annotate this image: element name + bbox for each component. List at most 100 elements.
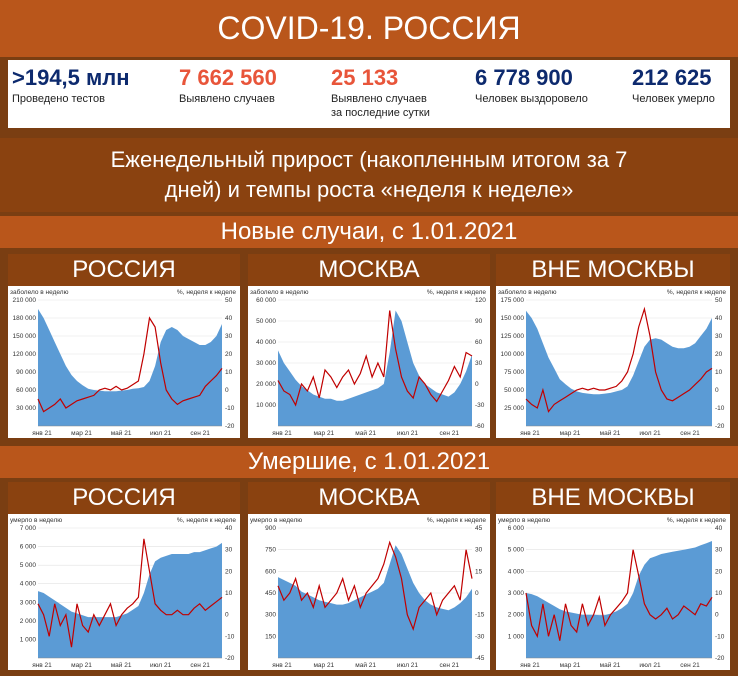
x-tick-label: июл 21 xyxy=(397,662,419,669)
y-tick-right: 0 xyxy=(475,381,479,388)
y-tick-right: 10 xyxy=(715,590,723,597)
region-label-moscow-deaths: МОСКВА xyxy=(248,482,490,514)
y-tick-right: 20 xyxy=(715,568,723,575)
stat-deaths-label: Человек умерло xyxy=(632,93,715,105)
y-tick-right: 30 xyxy=(715,333,723,340)
y-tick-left: 25 000 xyxy=(504,405,524,412)
x-tick-label: янв 21 xyxy=(520,430,540,437)
stat-daily-cases-label2: за последние сутки xyxy=(331,107,430,119)
y-tick-left: 450 xyxy=(265,590,276,597)
y-tick-right: 30 xyxy=(225,333,233,340)
y-axis-label-left: умерло в неделю xyxy=(10,517,62,524)
region-label-moscow-cases: МОСКВА xyxy=(248,254,490,286)
x-tick-label: июл 21 xyxy=(639,430,661,437)
chart-cases-moscow-svg: заболело в неделю %, неделя к неделе 10 00… xyxy=(250,288,486,437)
x-tick-label: май 21 xyxy=(600,661,621,669)
y-tick-right: 0 xyxy=(715,612,719,619)
y-tick-right: -20 xyxy=(225,655,235,662)
y-axis-label-right: %, неделя к неделе xyxy=(177,517,236,524)
y-axis-label-right: %, неделя к неделе xyxy=(427,517,486,524)
y-tick-left: 2 000 xyxy=(20,618,37,625)
chart-deaths-outside-svg: умерло в неделю %, неделя к неделе 1 000 2 … xyxy=(498,517,726,669)
y-tick-right: 10 xyxy=(225,590,233,597)
stat-daily-cases-label: Выявлено случаев xyxy=(331,93,427,105)
y-tick-left: 5 000 xyxy=(20,562,37,569)
y-tick-right: 0 xyxy=(475,590,479,597)
y-tick-right: 20 xyxy=(225,568,233,575)
y-tick-left: 150 000 xyxy=(501,315,525,322)
x-tick-label: сен 21 xyxy=(190,662,210,669)
x-tick-label: сен 21 xyxy=(440,662,460,669)
chart-cases-russia: заболело в неделю %, неделя к неделе 30 00… xyxy=(8,286,240,438)
stat-daily-cases: 25 133 Выявлено случаев за последние сут… xyxy=(331,64,430,120)
x-tick-label: янв 21 xyxy=(32,662,52,669)
x-tick-label: май 21 xyxy=(111,661,132,669)
x-tick-label: июл 21 xyxy=(150,430,172,437)
y-tick-right: 0 xyxy=(225,612,229,619)
y-tick-right: -20 xyxy=(225,423,235,430)
series-line-growth xyxy=(37,316,223,413)
y-tick-right: 40 xyxy=(715,525,723,532)
series-area-weekly xyxy=(38,542,222,658)
y-tick-left: 4 000 xyxy=(508,568,525,575)
chart-deaths-moscow: умерло в неделю%, неделя к неделе 150 300 4… xyxy=(248,514,490,670)
y-tick-left: 3 000 xyxy=(508,590,525,597)
y-tick-right: 30 xyxy=(475,360,483,367)
x-tick-label: май 21 xyxy=(111,429,132,437)
y-tick-right: 40 xyxy=(225,525,233,532)
region-label-russia-cases: РОССИЯ xyxy=(8,254,240,286)
y-axis-label-left: заболело в неделю xyxy=(250,288,309,296)
chart-cases-moscow: заболело в неделю %, неделя к неделе 10 00… xyxy=(248,286,490,438)
y-tick-left: 30 000 xyxy=(256,360,276,367)
x-tick-label: мар 21 xyxy=(560,430,581,437)
series-area-weekly xyxy=(38,309,222,426)
y-tick-left: 4 000 xyxy=(20,581,37,588)
y-axis-label-left: умерло в неделю xyxy=(498,517,550,524)
y-tick-right: -45 xyxy=(475,655,485,662)
y-tick-left: 50 000 xyxy=(256,318,276,325)
x-tick-label: май 21 xyxy=(600,429,621,437)
y-tick-left: 750 xyxy=(265,547,276,554)
y-tick-left: 900 xyxy=(265,525,276,532)
stat-cases: 7 662 560 Выявлено случаев xyxy=(179,64,277,106)
series-area-weekly xyxy=(278,545,472,658)
y-tick-right: 0 xyxy=(225,387,229,394)
y-tick-left: 150 000 xyxy=(13,333,37,340)
y-tick-right: -10 xyxy=(715,405,725,412)
y-tick-right: -10 xyxy=(715,633,725,640)
chart-cases-outside-svg: заболело в неделю %, неделя к неделе 25 00… xyxy=(498,288,726,437)
stat-cases-label: Выявлено случаев xyxy=(179,93,275,105)
stat-recovered: 6 778 900 Человек выздоровело xyxy=(475,64,588,106)
y-tick-right: 10 xyxy=(715,369,723,376)
stat-tests: >194,5 млн Проведено тестов xyxy=(12,64,130,106)
y-tick-right: -30 xyxy=(475,402,485,409)
y-tick-left: 75 000 xyxy=(504,369,524,376)
y-tick-left: 30 000 xyxy=(16,405,36,412)
y-tick-left: 6 000 xyxy=(20,544,37,551)
chart-deaths-russia: умерло в неделю %, неделя к неделе 1 000 2 … xyxy=(8,514,240,670)
y-tick-right: -20 xyxy=(715,655,725,662)
x-tick-label: июл 21 xyxy=(639,662,661,669)
y-tick-left: 60 000 xyxy=(256,297,276,304)
y-tick-left: 600 xyxy=(265,568,276,575)
y-tick-left: 10 000 xyxy=(256,402,276,409)
y-tick-left: 20 000 xyxy=(256,381,276,388)
y-tick-right: 20 xyxy=(715,351,723,358)
y-tick-left: 1 000 xyxy=(508,633,525,640)
chart-deaths-outside: умерло в неделю %, неделя к неделе 1 000 2 … xyxy=(496,514,730,670)
y-tick-left: 1 000 xyxy=(20,636,37,643)
x-tick-label: мар 21 xyxy=(560,662,581,669)
x-tick-label: июл 21 xyxy=(397,430,419,437)
x-tick-label: мар 21 xyxy=(313,662,334,669)
series-area-weekly xyxy=(526,541,712,658)
y-axis-label-right: %, неделя к неделе xyxy=(177,289,236,296)
x-tick-label: мар 21 xyxy=(313,430,334,437)
y-axis-label-right: %, неделя к неделе xyxy=(427,289,486,296)
stat-recovered-label: Человек выздоровело xyxy=(475,93,588,105)
stat-cases-value: 7 662 560 xyxy=(179,65,277,90)
stat-deaths-value: 212 625 xyxy=(632,65,712,90)
region-label-outside-deaths: ВНЕ МОСКВЫ xyxy=(496,482,730,514)
x-tick-label: мар 21 xyxy=(71,662,92,669)
subtitle-line-1: Еженедельный прирост (накопленным итогом… xyxy=(110,147,628,172)
series-area-weekly xyxy=(526,310,712,426)
